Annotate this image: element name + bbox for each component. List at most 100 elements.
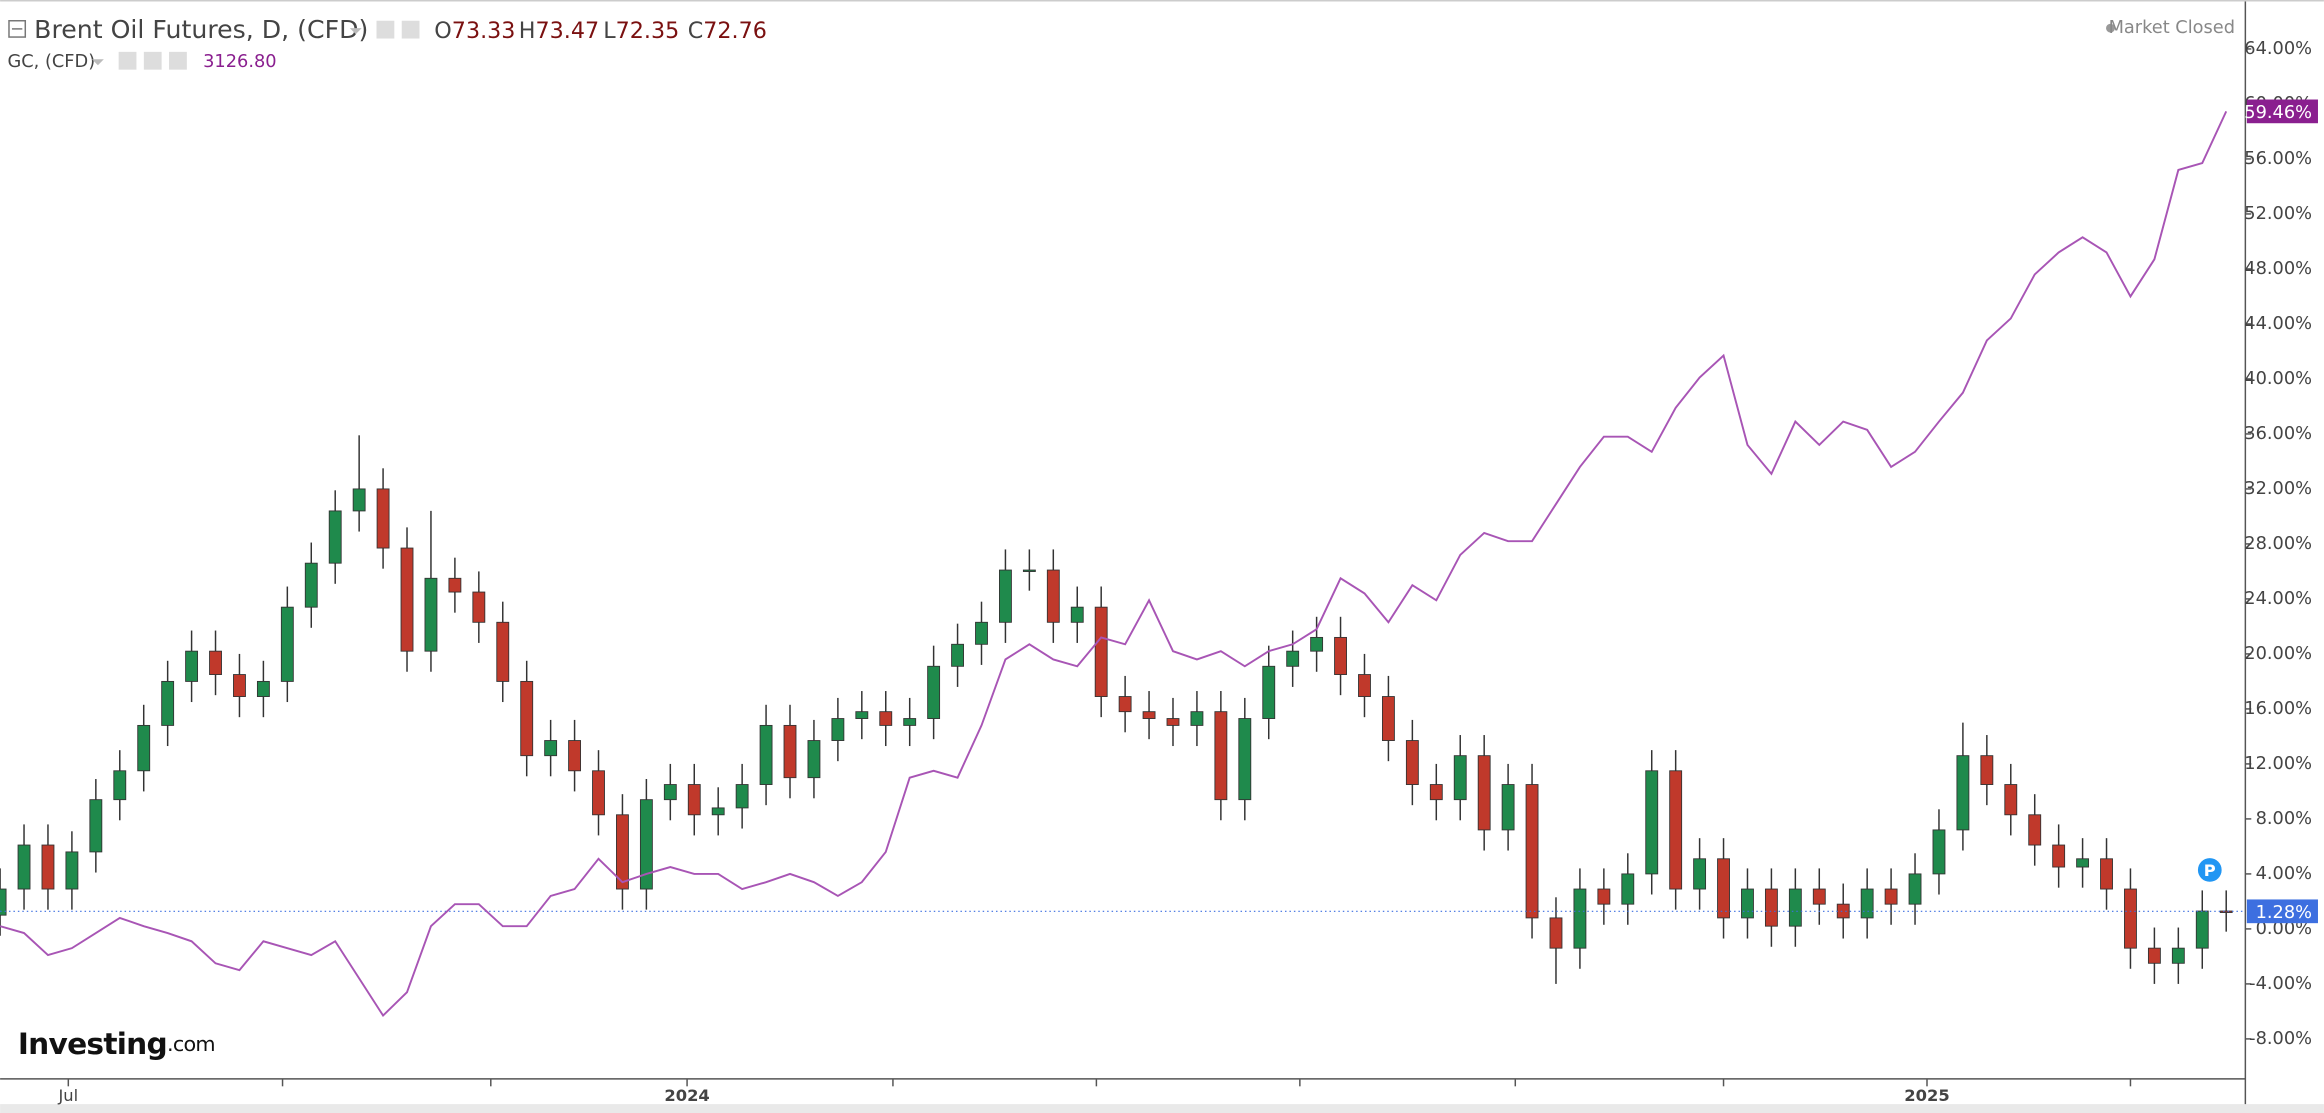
candle-body (1645, 770, 1659, 875)
y-tick-label: 20.00% (2244, 643, 2312, 664)
candle-body (1669, 770, 1683, 890)
candle-body (1381, 696, 1395, 741)
candle-body (209, 650, 222, 675)
candle-body (1405, 740, 1419, 785)
candle-body (1788, 888, 1802, 927)
candle-body (2100, 858, 2113, 890)
y-tick-label: 4.00% (2256, 863, 2312, 884)
status-dot (2106, 23, 2115, 33)
candle-body (256, 680, 270, 697)
candle-body (1549, 917, 1563, 949)
logo: Investing.com (18, 1025, 215, 1060)
candle-body (568, 740, 582, 772)
candle-body (376, 488, 390, 549)
last-value-box (2246, 99, 2318, 124)
candle-body (1980, 755, 1994, 785)
candle-body (1310, 636, 1324, 652)
candle-body (1764, 888, 1778, 927)
candle-body (1908, 873, 1922, 905)
candle-body (783, 724, 797, 779)
candle-body (951, 643, 964, 667)
compare-price: 3126.80 (203, 51, 276, 72)
candle-body (1334, 636, 1347, 675)
candle-body (89, 799, 103, 853)
candle-body (448, 577, 462, 593)
ohlc-value: 72.35 (616, 18, 680, 44)
y-tick-label: 12.00% (2244, 753, 2312, 774)
candle-body (280, 606, 294, 682)
candle-body (1812, 888, 1826, 905)
candle-body (2171, 947, 2185, 964)
candle-body (1884, 888, 1898, 905)
remove-icon[interactable] (169, 51, 187, 70)
y-tick-label: 44.00% (2244, 313, 2312, 334)
y-tick-label: 56.00% (2244, 148, 2312, 169)
candle-body (2195, 910, 2209, 949)
candle-body (304, 562, 318, 608)
bottom-strip (0, 1104, 2324, 1113)
candle-body (2076, 858, 2090, 868)
collapse-icon[interactable] (8, 20, 27, 38)
chart-title: Brent Oil Futures, D, (CFD) (34, 15, 368, 44)
candle-body (1094, 606, 1108, 697)
candle-body (2124, 888, 2137, 949)
last-value-label: 1.28% (2256, 902, 2312, 923)
eye-icon[interactable] (376, 20, 395, 39)
y-tick-label: 40.00% (2244, 368, 2312, 389)
candle-body (1070, 606, 1084, 623)
candle-body (328, 510, 342, 564)
dropdown-arrow[interactable] (91, 59, 104, 66)
marker-icon[interactable] (2197, 858, 2222, 882)
candle-body (520, 680, 534, 757)
candle-body (1118, 696, 1132, 713)
settings-icon[interactable] (401, 20, 420, 39)
candle-body (903, 718, 917, 726)
candle-body (0, 888, 7, 916)
y-tick-label: 24.00% (2244, 588, 2312, 609)
settings-icon[interactable] (143, 51, 162, 70)
candle-body (544, 740, 558, 757)
candle-body (1573, 888, 1587, 949)
x-tick-label: 2024 (664, 1086, 709, 1105)
candle-body (1525, 784, 1539, 919)
ohlc-item: C72.76 (688, 18, 767, 44)
candle-body (1214, 711, 1228, 801)
candle-body (2052, 844, 2066, 868)
candle-body (1501, 784, 1515, 831)
ohlc-item: O73.33 (434, 18, 515, 44)
candle-body (1286, 650, 1300, 667)
ohlc-values: O73.33 H73.47 L72.35 C72.76 (434, 18, 767, 44)
candle-body (2147, 947, 2161, 964)
candle-body (687, 784, 701, 816)
candle-body (1046, 569, 1060, 623)
candle-body (1932, 829, 1946, 875)
candle-body (424, 577, 438, 652)
y-tick-label: -8.00% (2249, 1028, 2312, 1049)
candle-body (17, 844, 31, 890)
eye-icon[interactable] (118, 51, 137, 70)
candle-body (831, 718, 845, 741)
marker-label: P (2204, 861, 2216, 880)
candle-body (1190, 711, 1204, 726)
candle-body (185, 650, 199, 682)
candle-body (663, 784, 677, 801)
candle-body (496, 621, 510, 682)
y-tick-label: 36.00% (2244, 423, 2312, 444)
candle-body (592, 770, 605, 816)
candle-body (1022, 569, 1036, 572)
candle-body (1429, 784, 1443, 801)
candle-body (735, 784, 749, 809)
ohlc-value: 72.76 (703, 18, 767, 44)
candle-body (1717, 858, 1730, 919)
last-value-label: 59.46% (2244, 102, 2312, 123)
ohlc-value: 73.47 (536, 18, 600, 44)
y-tick-label: 32.00% (2244, 478, 2312, 499)
y-tick-label: 16.00% (2244, 698, 2312, 719)
candle-body (879, 711, 893, 726)
dropdown-arrow[interactable] (349, 28, 362, 35)
candle-body (711, 807, 725, 816)
last-value-box (2246, 899, 2318, 924)
candle-body (855, 711, 869, 719)
